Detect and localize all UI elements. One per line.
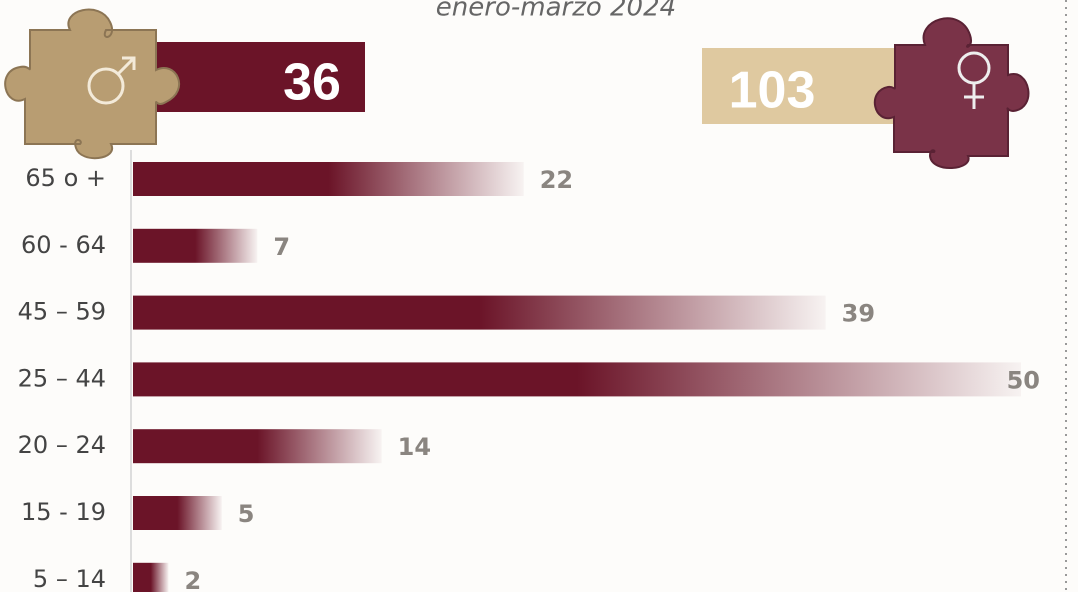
female-cross	[964, 83, 984, 109]
chart-subtitle: enero-marzo 2024	[436, 0, 676, 23]
male-puzzle	[4, 8, 181, 160]
value-label: 22	[540, 166, 573, 194]
male-arrow	[116, 56, 136, 76]
category-label: 60 - 64	[21, 231, 106, 259]
female-puzzle	[873, 17, 1030, 170]
bar	[133, 429, 382, 464]
bar	[133, 228, 258, 263]
bar	[133, 562, 169, 592]
male-total-box	[150, 42, 365, 112]
value-label: 39	[842, 300, 875, 328]
category-label: 45 – 59	[18, 298, 106, 326]
value-label: 2	[185, 567, 202, 592]
bars: 65 o + 22 60 - 64 7 45 – 59 39 25 – 44 50 20 – 2…	[18, 162, 1040, 592]
male-total: 36	[283, 54, 341, 112]
category-label: 65 o +	[25, 164, 106, 192]
value-label: 14	[398, 433, 431, 461]
female-total-box	[702, 48, 895, 124]
value-label: 5	[238, 500, 255, 528]
bar	[133, 162, 524, 196]
bar	[133, 295, 826, 330]
male-symbol	[87, 67, 125, 105]
bar	[133, 496, 222, 530]
category-label: 25 – 44	[18, 364, 106, 392]
category-label: 15 - 19	[21, 498, 106, 526]
category-label: 5 – 14	[33, 565, 106, 592]
bar	[133, 362, 1021, 397]
category-label: 20 – 24	[18, 431, 106, 459]
value-label: 7	[273, 233, 290, 261]
value-label: 50	[1007, 366, 1040, 394]
female-total: 103	[729, 62, 816, 120]
